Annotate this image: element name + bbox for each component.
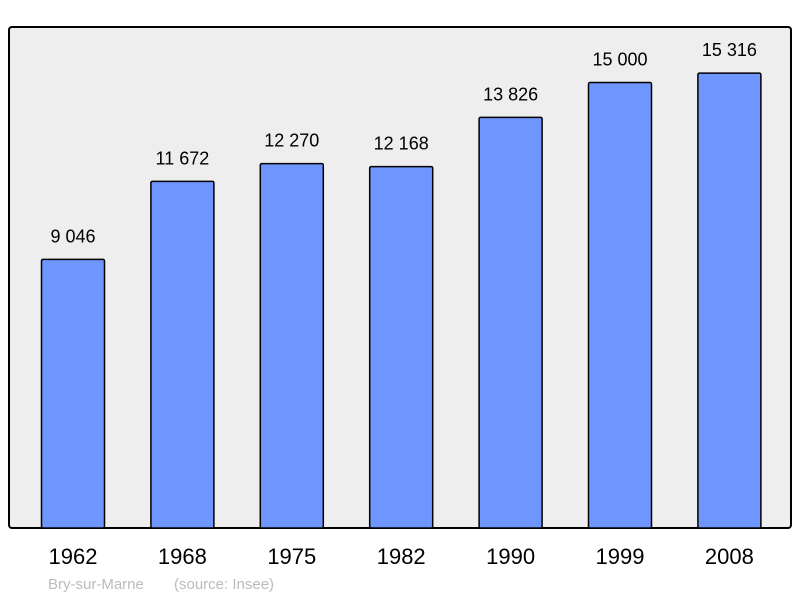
bar-1962	[40, 258, 106, 529]
value-label: 13 826	[483, 84, 538, 104]
value-label: 12 168	[374, 134, 429, 154]
value-label: 12 270	[264, 131, 319, 151]
value-label: 15 000	[592, 50, 647, 70]
bar-1968	[150, 180, 215, 529]
x-tick-label: 1982	[377, 544, 426, 569]
x-tick-label: 1962	[49, 544, 98, 569]
x-tick-label: 1999	[596, 544, 645, 569]
bar-1999	[587, 81, 653, 529]
bar-2008	[697, 72, 762, 529]
x-tick-label: 1990	[486, 544, 535, 569]
bar-1975	[259, 162, 325, 529]
x-tick-label: 1975	[267, 544, 316, 569]
footer-source: (source: Insee)	[174, 576, 274, 593]
value-label: 15 316	[702, 40, 757, 60]
value-label: 9 046	[50, 226, 95, 246]
footer-place: Bry-sur-Marne	[48, 576, 144, 593]
value-label: 11 672	[156, 148, 210, 168]
bar-1990	[478, 116, 543, 529]
x-tick-label: 1968	[158, 544, 207, 569]
bar-1982	[368, 165, 434, 529]
x-tick-label: 2008	[705, 544, 754, 569]
